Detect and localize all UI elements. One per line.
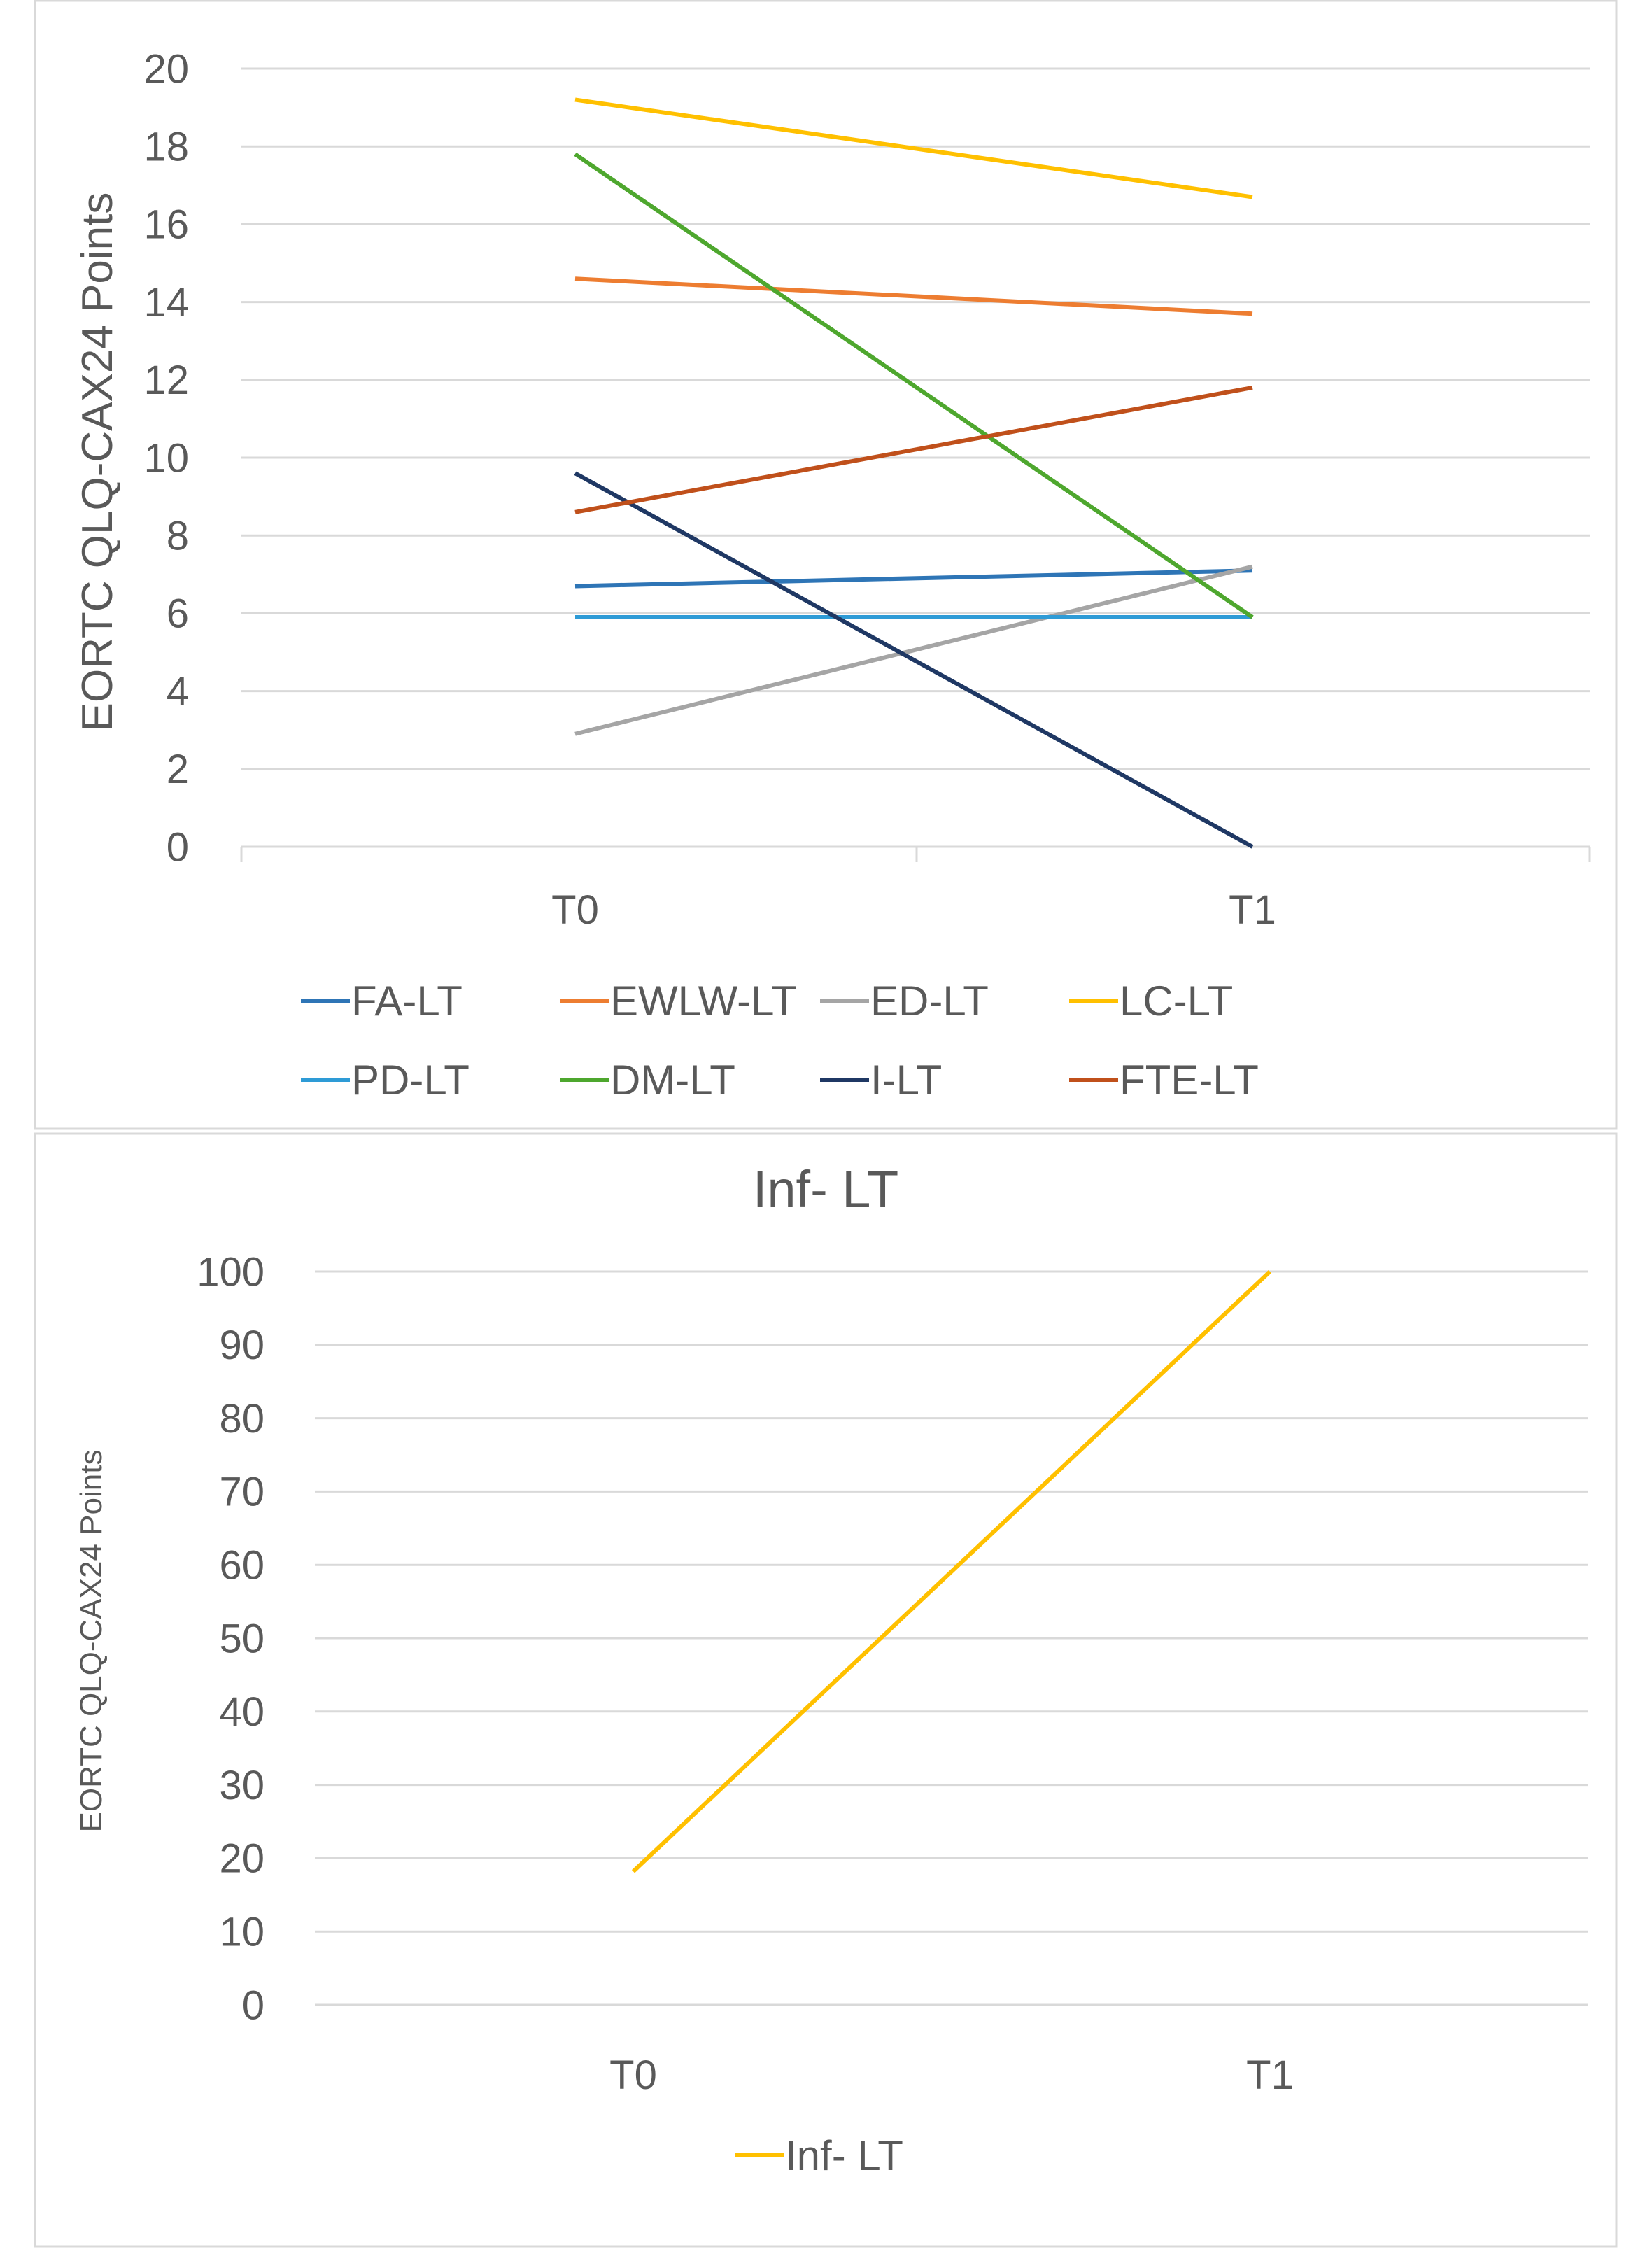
chart1-y-tick-labels: 0 2 4 6 8 10 12 14 16 18 20 xyxy=(143,46,189,870)
y-tick-label: 60 xyxy=(219,1543,264,1589)
chart1-legend: FA-LT EWLW-LT ED-LT LC-LT PD-LT DM-LT I-LT FTE-… xyxy=(301,978,1259,1104)
y-tick-label: 70 xyxy=(219,1470,264,1515)
y-tick-label: 14 xyxy=(143,280,189,325)
chart1-gridlines xyxy=(241,67,1590,770)
chart2-x-tick-labels: T0 T1 xyxy=(609,2052,1294,2098)
y-tick-label: 40 xyxy=(219,1689,264,1735)
legend-label: PD-LT xyxy=(351,1057,470,1104)
series-line-lc-lt xyxy=(574,97,1253,199)
y-tick-label: 80 xyxy=(219,1396,264,1442)
legend-label: FA-LT xyxy=(351,978,463,1024)
y-tick-label: 18 xyxy=(143,125,189,170)
series-line-ed-lt xyxy=(574,564,1253,736)
legend-label: DM-LT xyxy=(610,1057,735,1104)
x-tick-label: T1 xyxy=(1246,2052,1294,2098)
chart2-title: Inf- LT xyxy=(753,1160,898,1218)
series-line-i-lt xyxy=(574,471,1254,849)
y-tick-label: 0 xyxy=(242,1982,264,2028)
series-line-inf-lt xyxy=(631,1269,1272,1873)
y-tick-label: 20 xyxy=(219,1836,264,1882)
series-line-fa-lt xyxy=(574,568,1253,589)
x-tick-label: T0 xyxy=(609,2052,657,2098)
x-tick-label: T1 xyxy=(1229,887,1276,933)
chart1-y-axis-label: EORTC QLQ-CAX24 Points xyxy=(73,192,122,732)
chart2-frame xyxy=(34,1132,1618,2248)
y-tick-label: 16 xyxy=(143,202,189,248)
y-tick-label: 0 xyxy=(167,824,189,870)
chart2-legend: Inf- LT xyxy=(735,2132,903,2179)
chart2-y-tick-labels: 0 10 20 30 40 50 60 70 80 90 100 xyxy=(197,1249,264,2028)
chart2-gridlines xyxy=(315,1270,1588,1933)
legend-label: I-LT xyxy=(870,1057,942,1104)
chart1-frame xyxy=(34,0,1618,1130)
series-line-ewlw-lt xyxy=(574,276,1253,316)
chart2-series-lines xyxy=(631,1269,1272,1873)
x-tick-label: T0 xyxy=(551,887,599,933)
chart2: Inf- LT 0 10 20 30 40 50 60 70 80 90 100 T0 T1 EORT… xyxy=(74,1160,1588,2179)
y-tick-label: 4 xyxy=(167,669,189,714)
series-line-dm-lt xyxy=(574,152,1254,619)
legend-label: ED-LT xyxy=(870,978,989,1024)
chart1-series-lines xyxy=(574,97,1254,849)
chart1-x-tick-labels: T0 T1 xyxy=(551,887,1276,933)
y-tick-label: 8 xyxy=(167,514,189,559)
legend-label: LC-LT xyxy=(1120,978,1233,1024)
y-tick-label: 20 xyxy=(143,46,189,92)
y-tick-label: 30 xyxy=(219,1763,264,1808)
chart2-y-axis-label: EORTC QLQ-CAX24 Points xyxy=(74,1450,108,1833)
y-tick-label: 50 xyxy=(219,1616,264,1661)
y-tick-label: 2 xyxy=(167,747,189,792)
chart1-x-axis xyxy=(240,845,1591,862)
chart1: 0 2 4 6 8 10 12 14 16 18 20 T0 T1 EORTC QLQ-CAX24 P… xyxy=(73,46,1591,1104)
y-tick-label: 90 xyxy=(219,1323,264,1368)
legend-label: EWLW-LT xyxy=(610,978,797,1024)
legend-label: Inf- LT xyxy=(785,2132,903,2179)
y-tick-label: 100 xyxy=(197,1249,264,1295)
y-tick-label: 6 xyxy=(167,591,189,637)
legend-label: FTE-LT xyxy=(1120,1057,1259,1104)
y-tick-label: 10 xyxy=(143,435,189,481)
y-tick-label: 10 xyxy=(219,1910,264,1955)
y-tick-label: 12 xyxy=(143,358,189,403)
series-line-fte-lt xyxy=(574,385,1253,514)
